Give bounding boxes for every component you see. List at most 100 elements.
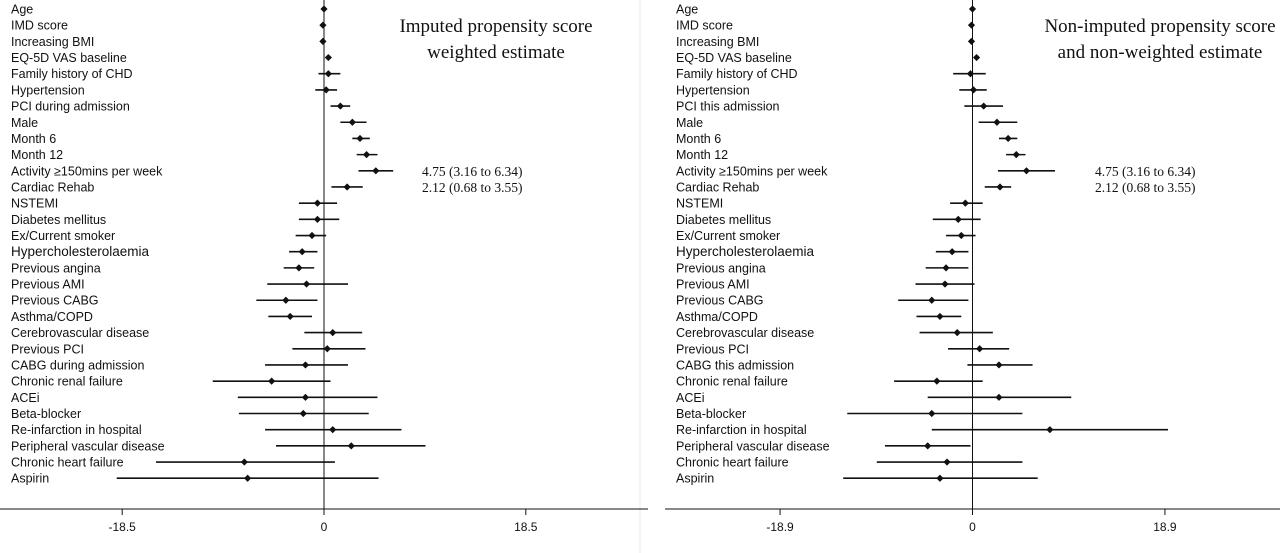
point-estimate	[954, 215, 962, 223]
point-estimate	[995, 361, 1003, 369]
point-estimate	[362, 151, 371, 159]
row-label: Asthma/COPD	[676, 310, 758, 324]
row-label: NSTEMI	[11, 197, 58, 211]
point-estimate	[941, 280, 949, 288]
row-label: Hypercholesterolaemia	[676, 244, 815, 259]
row-label: Previous AMI	[11, 278, 85, 292]
point-estimate	[313, 215, 322, 223]
point-estimate	[995, 393, 1003, 401]
row-label: Hypertension	[11, 83, 85, 97]
point-estimate	[980, 102, 988, 110]
point-estimate	[348, 118, 356, 126]
row-label: Increasing BMI	[11, 35, 94, 49]
row-label: IMD score	[676, 19, 733, 33]
row-label: Family history of CHD	[11, 67, 133, 81]
row-label: Cerebrovascular disease	[676, 326, 814, 340]
x-tick-label: 0	[969, 520, 976, 534]
point-estimate	[244, 474, 252, 482]
row-label: Previous angina	[11, 261, 101, 275]
row-label: Beta-blocker	[676, 407, 746, 421]
row-label: Beta-blocker	[11, 407, 81, 421]
point-estimate	[996, 183, 1004, 191]
row-label: EQ-5D VAS baseline	[11, 51, 127, 65]
row-label: NSTEMI	[676, 197, 723, 211]
row-label: Aspirin	[11, 472, 49, 486]
point-estimate	[308, 231, 316, 240]
row-label: Male	[676, 116, 703, 130]
row-label: Diabetes mellitus	[11, 213, 106, 227]
point-estimate	[295, 264, 303, 272]
point-estimate	[993, 118, 1001, 126]
point-estimate	[282, 296, 290, 304]
point-estimate	[976, 345, 984, 353]
point-estimate	[356, 134, 364, 143]
estimate-annotation: 2.12 (0.68 to 3.55)	[1095, 180, 1196, 195]
chart-title: and non-weighted estimate	[1058, 42, 1263, 63]
row-label: Male	[11, 116, 38, 130]
row-label: CABG this admission	[676, 358, 794, 372]
point-estimate	[1004, 134, 1012, 143]
point-estimate	[928, 409, 936, 418]
row-label: Diabetes mellitus	[676, 213, 771, 227]
point-estimate	[320, 5, 328, 13]
point-estimate	[323, 345, 331, 353]
point-estimate	[967, 21, 976, 29]
row-label: Hypercholesterolaemia	[11, 244, 150, 259]
row-label: Chronic heart failure	[676, 456, 789, 470]
point-estimate	[942, 264, 950, 272]
point-estimate	[343, 183, 351, 191]
row-label: Ex/Current smoker	[676, 229, 780, 243]
chart-title: weighted estimate	[427, 42, 565, 63]
row-label: Chronic heart failure	[11, 456, 124, 470]
row-label: Month 12	[676, 148, 728, 162]
row-label: PCI this admission	[676, 100, 780, 114]
point-estimate	[933, 377, 941, 385]
point-estimate	[301, 361, 310, 369]
row-label: Month 6	[676, 132, 721, 146]
point-estimate	[324, 53, 332, 62]
row-label: Cardiac Rehab	[676, 180, 759, 194]
point-estimate	[313, 199, 322, 207]
row-label: Peripheral vascular disease	[11, 439, 165, 453]
point-estimate	[286, 312, 294, 321]
point-estimate	[1012, 151, 1020, 159]
point-estimate	[936, 312, 944, 321]
point-estimate	[936, 474, 944, 482]
estimate-annotation: 4.75 (3.16 to 6.34)	[422, 164, 523, 179]
point-estimate	[347, 442, 355, 450]
row-label: Hypertension	[676, 83, 750, 97]
estimate-annotation: 4.75 (3.16 to 6.34)	[1095, 164, 1196, 179]
point-estimate	[943, 458, 951, 466]
row-label: Age	[11, 3, 33, 17]
row-label: Activity ≥150mins per week	[11, 164, 163, 178]
point-estimate	[966, 70, 975, 78]
row-label: CABG during admission	[11, 358, 144, 372]
point-estimate	[329, 329, 337, 337]
row-label: Re-infarction in hospital	[11, 423, 142, 437]
row-label: Aspirin	[676, 472, 714, 486]
point-estimate	[967, 37, 976, 45]
point-estimate	[301, 393, 310, 401]
point-estimate	[953, 329, 961, 337]
chart-title: Imputed propensity score	[399, 16, 592, 37]
row-label: Age	[676, 3, 698, 17]
row-label: Increasing BMI	[676, 35, 759, 49]
row-label: Asthma/COPD	[11, 310, 93, 324]
row-label: ACEi	[11, 391, 39, 405]
point-estimate	[1022, 167, 1031, 175]
row-label: Family history of CHD	[676, 67, 798, 81]
row-label: Previous PCI	[676, 342, 749, 356]
point-estimate	[240, 458, 248, 466]
point-estimate	[972, 53, 981, 62]
point-estimate	[329, 426, 337, 434]
point-estimate	[969, 86, 978, 94]
row-label: Ex/Current smoker	[11, 229, 115, 243]
point-estimate	[928, 296, 936, 304]
x-tick-label: 0	[321, 520, 328, 534]
row-label: Previous angina	[676, 261, 766, 275]
point-estimate	[322, 86, 330, 94]
point-estimate	[324, 70, 332, 78]
row-label: Previous CABG	[11, 294, 99, 308]
point-estimate	[961, 199, 969, 207]
